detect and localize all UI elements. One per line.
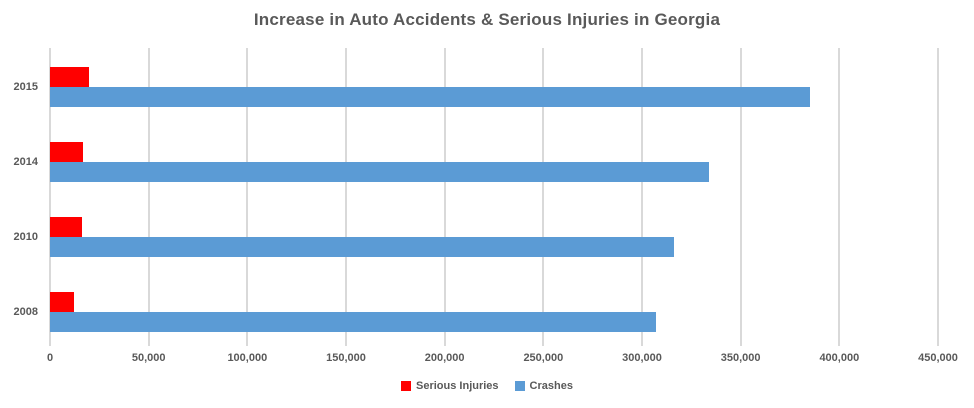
gridline-350000 bbox=[739, 48, 742, 346]
gridline-50000 bbox=[147, 48, 150, 346]
gridline-450000 bbox=[937, 48, 939, 346]
x-tick-label-200000: 200,000 bbox=[424, 352, 465, 364]
chart-title: Increase in Auto Accidents & Serious Inj… bbox=[253, 10, 721, 29]
y-axis-label-2008: 2008 bbox=[13, 306, 38, 318]
gridline-250000 bbox=[542, 48, 545, 346]
x-tick-label-100000: 100,000 bbox=[227, 352, 268, 364]
y-axis-label-2014: 2014 bbox=[13, 156, 38, 168]
gridline-150000 bbox=[345, 48, 347, 346]
x-tick-label-300000: 300,000 bbox=[622, 352, 662, 364]
legend-item-serious-injuries: Serious Injuries bbox=[401, 380, 499, 392]
x-tick-label-50000: 50,000 bbox=[131, 352, 166, 364]
x-tick-label-450000: 450,000 bbox=[918, 352, 958, 364]
legend-swatch-icon-serious-injuries bbox=[401, 381, 412, 391]
bar-crashes-2008 bbox=[50, 312, 656, 332]
x-tick-label-350000: 350,000 bbox=[720, 352, 761, 364]
bar-serious-injuries-2008 bbox=[50, 292, 74, 312]
plot-area bbox=[49, 48, 939, 346]
legend-label-serious-injuries: Serious Injuries bbox=[416, 380, 499, 392]
bar-crashes-2015 bbox=[50, 87, 810, 107]
gridline-0 bbox=[49, 48, 51, 346]
x-tick-label-0: 0 bbox=[46, 352, 54, 364]
legend-item-crashes: Crashes bbox=[514, 380, 573, 392]
bar-crashes-2014 bbox=[50, 162, 710, 182]
bar-serious-injuries-2014 bbox=[50, 142, 83, 162]
x-tick-label-250000: 250,000 bbox=[523, 352, 564, 364]
x-tick-label-400000: 400,000 bbox=[819, 352, 860, 364]
legend-label-crashes: Crashes bbox=[529, 380, 573, 392]
legend-swatch-icon-crashes bbox=[514, 381, 525, 391]
gridline-400000 bbox=[838, 48, 841, 346]
gridline-300000 bbox=[641, 48, 643, 346]
x-tick-label-150000: 150,000 bbox=[326, 352, 366, 364]
bar-serious-injuries-2015 bbox=[50, 67, 90, 87]
legend: Serious Injuries Crashes bbox=[0, 380, 974, 392]
y-axis-label-2010: 2010 bbox=[13, 231, 38, 243]
gridline-100000 bbox=[246, 48, 249, 346]
bar-crashes-2010 bbox=[50, 237, 674, 257]
y-axis-label-2015: 2015 bbox=[13, 81, 38, 93]
gridline-200000 bbox=[443, 48, 446, 346]
bar-serious-injuries-2010 bbox=[50, 217, 82, 237]
